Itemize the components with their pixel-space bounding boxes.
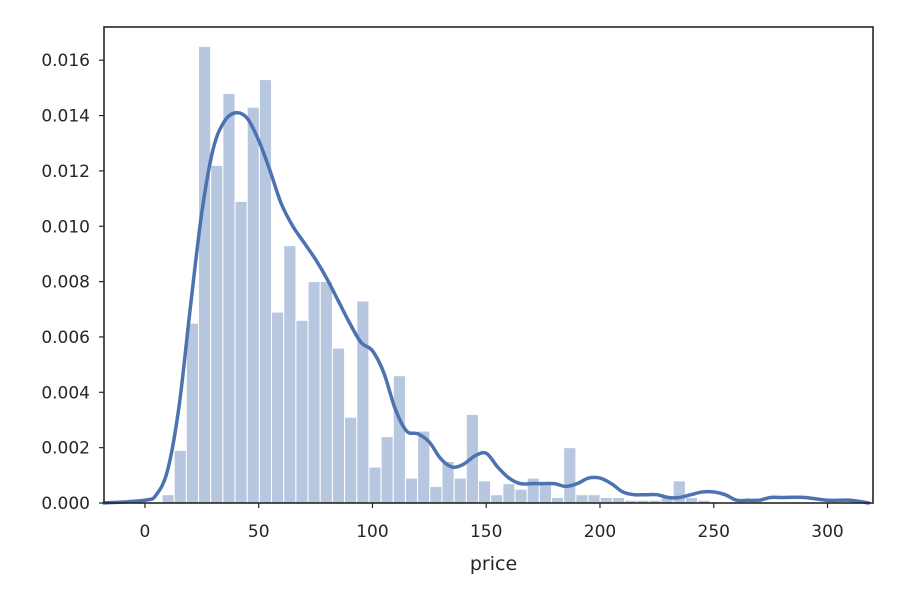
histogram-bar: [599, 496, 613, 504]
histogram-bar: [307, 281, 321, 504]
histogram-bar: [563, 447, 577, 504]
y-tick-label: 0.000: [41, 494, 90, 514]
histogram-bars: [161, 45, 711, 504]
x-axis-label: price: [470, 553, 517, 575]
histogram-bar: [404, 477, 419, 504]
x-tick-label: 300: [811, 522, 843, 542]
histogram-bar: [210, 164, 224, 504]
histogram-bar: [271, 311, 285, 504]
histogram-bar: [684, 496, 699, 504]
histogram-bar: [429, 485, 443, 504]
histogram-bar: [490, 494, 504, 504]
histogram-bar: [234, 200, 248, 504]
histogram-bar: [185, 322, 200, 504]
x-tick-label: 250: [698, 522, 730, 542]
histogram-bar: [526, 477, 540, 504]
histogram-bar: [611, 496, 626, 504]
histogram-bar: [587, 494, 601, 504]
y-tick-label: 0.008: [41, 273, 90, 293]
histogram-bar: [551, 496, 565, 504]
histogram-bar: [344, 416, 358, 504]
histogram-bar: [161, 494, 175, 504]
histogram-bar: [477, 480, 492, 504]
x-axis-ticks: 0 50 100 150 200 250 300: [140, 503, 844, 542]
histogram-bar: [453, 477, 467, 504]
y-tick-label: 0.002: [41, 439, 90, 459]
y-tick-label: 0.006: [41, 328, 90, 348]
histogram-bar: [392, 375, 406, 504]
histogram-bar: [356, 300, 370, 504]
y-tick-label: 0.016: [41, 51, 90, 71]
x-tick-label: 100: [356, 522, 388, 542]
histogram-bar: [502, 483, 516, 504]
x-tick-label: 50: [248, 522, 270, 542]
histogram-bar: [319, 281, 333, 504]
x-tick-label: 200: [584, 522, 616, 542]
y-tick-label: 0.010: [41, 217, 90, 237]
histogram-bar: [283, 245, 297, 504]
histogram-bar: [368, 466, 382, 504]
histogram-bar: [514, 488, 528, 504]
y-tick-label: 0.014: [41, 107, 90, 127]
histogram-bar: [331, 347, 346, 504]
histogram-bar: [295, 319, 309, 504]
histogram-bar: [173, 449, 187, 504]
histogram-bar: [672, 480, 686, 504]
x-tick-label: 0: [140, 522, 151, 542]
histogram-bar: [198, 45, 212, 504]
histogram-bar: [538, 483, 553, 504]
histogram-bar: [380, 436, 394, 504]
x-tick-label: 150: [470, 522, 502, 542]
y-tick-label: 0.012: [41, 162, 90, 182]
kde-density-curve: [102, 110, 871, 505]
y-axis-ticks: 0.000 0.002 0.004 0.006 0.008 0.010 0.012 0.014…: [41, 51, 104, 514]
histogram-bar: [222, 92, 236, 504]
histogram-bar: [575, 494, 589, 504]
histogram-bar: [246, 106, 260, 504]
plot-frame: [103, 26, 874, 504]
y-tick-label: 0.004: [41, 383, 90, 403]
